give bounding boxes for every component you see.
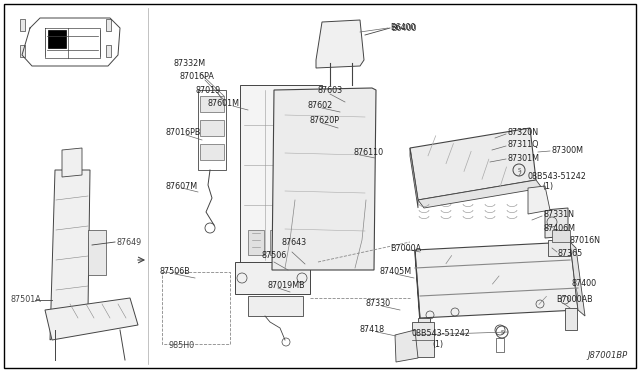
Polygon shape: [410, 128, 536, 200]
Text: 87330: 87330: [366, 299, 391, 308]
Bar: [20, 19, 25, 31]
Bar: [200, 96, 224, 112]
Bar: [418, 318, 430, 340]
Bar: [548, 240, 570, 256]
Polygon shape: [45, 298, 138, 340]
Bar: [48, 30, 66, 48]
Bar: [106, 45, 111, 57]
Polygon shape: [570, 242, 585, 316]
Bar: [412, 322, 434, 357]
Text: 87016PB: 87016PB: [166, 128, 202, 137]
Text: (1): (1): [542, 182, 553, 190]
Text: 87320N: 87320N: [508, 128, 539, 137]
Text: 87405M: 87405M: [380, 267, 412, 276]
Text: S: S: [500, 330, 504, 334]
Text: 87406M: 87406M: [544, 224, 576, 232]
Bar: [198, 90, 226, 170]
Polygon shape: [395, 330, 418, 362]
Text: 87601M: 87601M: [208, 99, 240, 108]
Text: 87602: 87602: [308, 100, 333, 109]
Polygon shape: [528, 186, 550, 214]
Bar: [200, 144, 224, 160]
Bar: [270, 230, 286, 255]
Text: 87300M: 87300M: [552, 145, 584, 154]
Bar: [552, 230, 570, 242]
Text: 87365: 87365: [558, 250, 583, 259]
Bar: [248, 230, 264, 255]
Bar: [292, 230, 308, 255]
Text: 87019: 87019: [196, 86, 221, 94]
Text: 87649: 87649: [116, 237, 141, 247]
Text: 87016PA: 87016PA: [180, 71, 215, 80]
Bar: [565, 308, 577, 330]
Text: 87019MB: 87019MB: [268, 282, 306, 291]
Bar: [162, 272, 230, 344]
Text: 87311Q: 87311Q: [508, 140, 540, 148]
Text: 87643: 87643: [282, 237, 307, 247]
Bar: [248, 296, 303, 316]
Text: 985H0: 985H0: [169, 341, 195, 350]
Bar: [235, 262, 310, 294]
Polygon shape: [50, 170, 90, 340]
Polygon shape: [418, 180, 542, 208]
Polygon shape: [62, 148, 82, 177]
Text: B6400: B6400: [391, 23, 417, 32]
Text: B6400: B6400: [390, 22, 415, 32]
Text: 87400: 87400: [572, 279, 597, 289]
Bar: [106, 19, 111, 31]
Bar: [200, 120, 224, 136]
Polygon shape: [410, 148, 418, 208]
Polygon shape: [240, 85, 322, 265]
Text: 87620P: 87620P: [310, 115, 340, 125]
Text: 87501A: 87501A: [10, 295, 41, 305]
Text: 87607M: 87607M: [166, 182, 198, 190]
Polygon shape: [316, 20, 364, 68]
Text: 87506: 87506: [262, 251, 287, 260]
Text: S: S: [517, 167, 521, 173]
Text: 876110: 876110: [354, 148, 384, 157]
Text: 87301M: 87301M: [508, 154, 540, 163]
Text: (1): (1): [432, 340, 443, 349]
Text: 08B543-51242: 08B543-51242: [528, 171, 587, 180]
Text: 87016N: 87016N: [570, 235, 601, 244]
Text: 87418: 87418: [360, 326, 385, 334]
Text: 08B543-51242: 08B543-51242: [412, 330, 471, 339]
Text: 87332M: 87332M: [173, 58, 205, 67]
Polygon shape: [545, 208, 568, 238]
Text: 87603: 87603: [318, 86, 343, 94]
Polygon shape: [415, 242, 578, 318]
Polygon shape: [272, 88, 376, 270]
Text: 87331N: 87331N: [544, 209, 575, 218]
Bar: [88, 230, 106, 275]
Bar: [496, 338, 504, 352]
Text: B7000A: B7000A: [390, 244, 421, 253]
Text: J87001BP: J87001BP: [588, 351, 628, 360]
Polygon shape: [415, 250, 420, 325]
Bar: [20, 45, 25, 57]
Text: B7000AB: B7000AB: [556, 295, 593, 305]
Text: 87506B: 87506B: [160, 267, 191, 276]
